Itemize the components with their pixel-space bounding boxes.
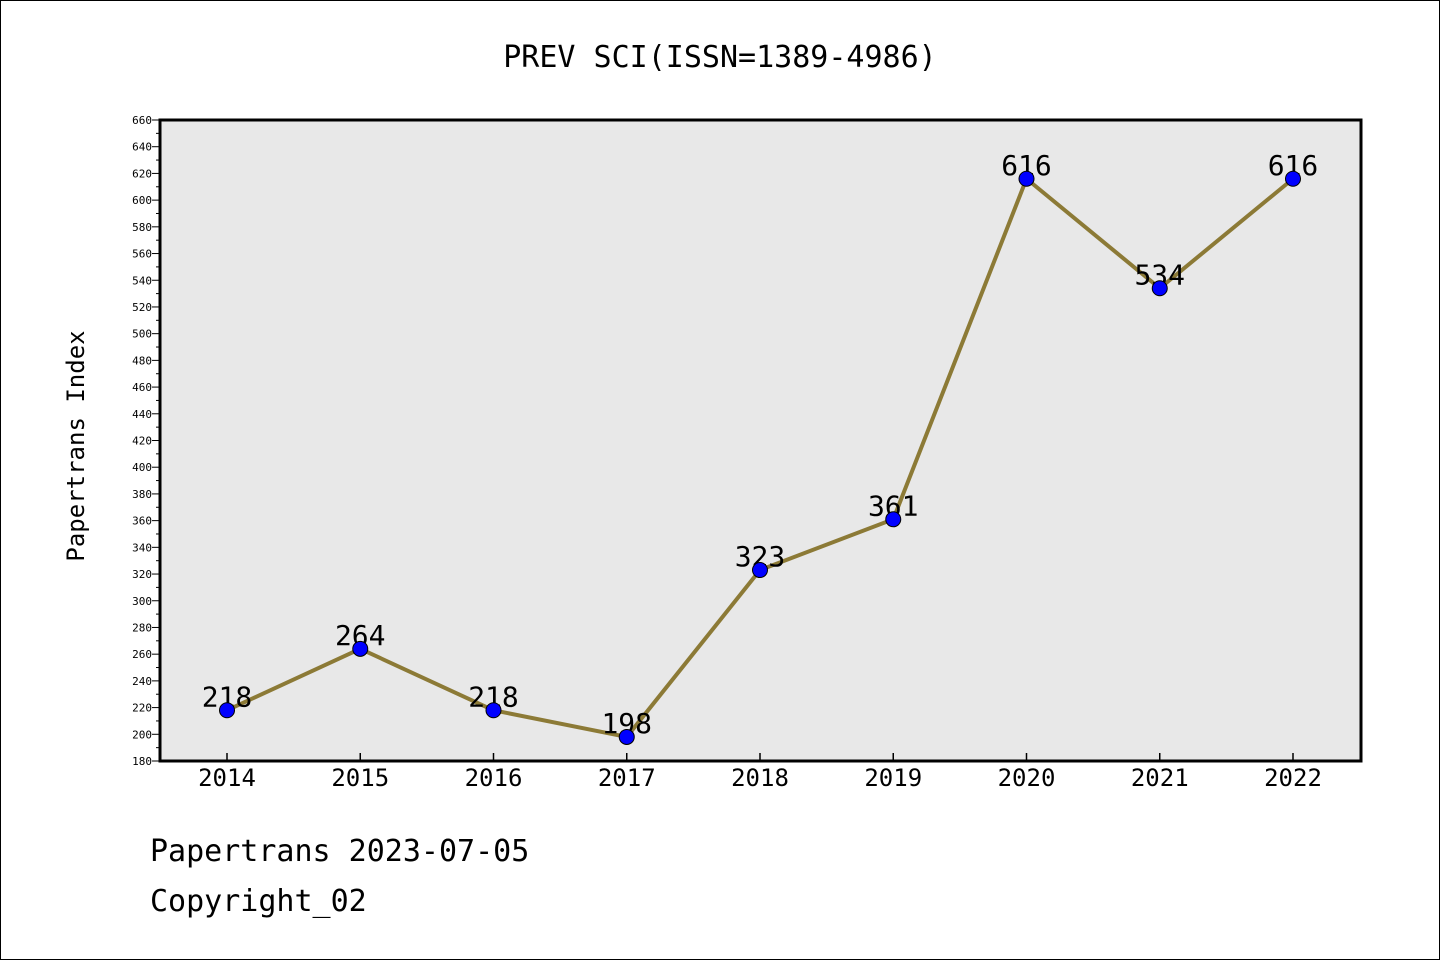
- y-tick-label: 240: [132, 675, 152, 688]
- y-tick-label: 300: [132, 595, 152, 608]
- footer-date-text: Papertrans 2023-07-05: [150, 834, 530, 869]
- x-axis: 2014 2015 2016 2017 2018 2019 2020 2021 2022: [198, 753, 1322, 792]
- data-point: [752, 562, 768, 579]
- y-tick-label: 400: [132, 461, 152, 474]
- x-tick-label: 2018: [731, 764, 789, 792]
- y-tick-label: 600: [132, 194, 152, 207]
- data-point: [352, 640, 369, 657]
- y-tick-label: 660: [132, 114, 152, 127]
- x-tick-label: 2015: [331, 764, 389, 792]
- x-tick-label: 2021: [1131, 764, 1189, 792]
- y-tick-label: 200: [132, 728, 152, 741]
- data-point: [219, 702, 235, 719]
- y-tick-label: 500: [132, 328, 152, 341]
- chart-title: PREV SCI(ISSN=1389-4986): [503, 40, 936, 75]
- y-tick-label: 640: [132, 141, 152, 154]
- y-tick-label: 520: [132, 301, 152, 314]
- y-tick-label: 340: [132, 541, 152, 554]
- footer-copyright-text: Copyright_02: [150, 884, 367, 919]
- x-tick-label: 2020: [998, 764, 1056, 792]
- x-tick-label: 2019: [864, 764, 922, 792]
- y-tick-label: 260: [132, 648, 152, 661]
- y-tick-label: 580: [132, 221, 152, 234]
- data-point: [1285, 170, 1301, 187]
- x-tick-label: 2017: [598, 764, 656, 792]
- y-tick-label: 220: [132, 702, 152, 715]
- y-tick-label: 380: [132, 488, 152, 501]
- y-tick-label: 440: [132, 408, 152, 421]
- y-tick-label: 320: [132, 568, 152, 581]
- x-tick-label: 2016: [465, 764, 523, 792]
- x-tick-label: 2014: [198, 764, 256, 792]
- data-point: [1151, 280, 1168, 297]
- y-tick-label: 620: [132, 167, 152, 180]
- y-tick-label: 460: [132, 381, 152, 394]
- y-tick-label: 480: [132, 354, 152, 367]
- data-point: [618, 728, 635, 745]
- y-tick-label: 560: [132, 248, 152, 261]
- data-point: [1018, 170, 1035, 187]
- y-tick-label: 180: [132, 755, 152, 768]
- data-point: [885, 511, 902, 528]
- x-tick-label: 2022: [1264, 764, 1322, 792]
- y-tick-label: 420: [132, 435, 152, 448]
- y-axis-label: Papertrans Index: [62, 330, 90, 561]
- y-axis: 180 200 220 240 260 280 300 320 340 360 380 400 420 4…: [132, 114, 160, 768]
- plot-area: [158, 118, 1363, 763]
- data-point: [485, 702, 502, 719]
- y-tick-label: 540: [132, 274, 152, 287]
- y-tick-label: 280: [132, 621, 152, 634]
- y-tick-label: 360: [132, 515, 152, 528]
